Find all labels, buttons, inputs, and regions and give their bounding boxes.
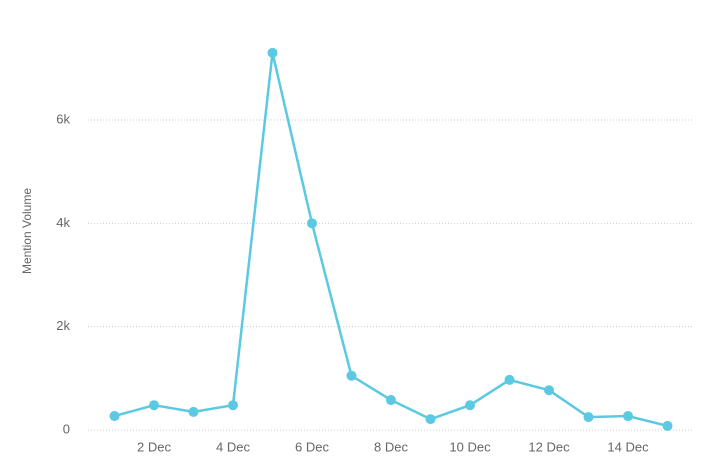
point bbox=[465, 400, 475, 411]
point bbox=[583, 412, 594, 423]
point bbox=[386, 395, 396, 406]
y-axis-label: Mention Volume bbox=[20, 188, 34, 274]
x-tick-label: 4 Dec bbox=[216, 439, 250, 454]
x-tick-label: 10 Dec bbox=[449, 439, 491, 454]
point bbox=[662, 420, 673, 431]
point bbox=[346, 370, 357, 381]
line bbox=[114, 51, 668, 428]
point bbox=[307, 218, 317, 229]
y-tick-label: 2k bbox=[56, 318, 70, 333]
x-tick-label: 2 Dec bbox=[137, 439, 171, 454]
x-tick-label: 6 Dec bbox=[295, 439, 329, 454]
point bbox=[504, 374, 515, 385]
point bbox=[267, 47, 278, 58]
point bbox=[109, 411, 120, 422]
point bbox=[544, 385, 554, 396]
y-tick-label: 6k bbox=[56, 111, 70, 126]
point bbox=[188, 406, 199, 417]
y-tick-label: 0 bbox=[63, 421, 70, 436]
point bbox=[228, 400, 238, 411]
point bbox=[425, 414, 436, 425]
point bbox=[623, 411, 633, 422]
y-tick-label: 4k bbox=[56, 215, 70, 230]
x-tick-label: 12 Dec bbox=[528, 439, 570, 454]
point bbox=[149, 400, 159, 411]
x-tick-label: 14 Dec bbox=[607, 439, 649, 454]
x-tick-label: 8 Dec bbox=[374, 439, 408, 454]
